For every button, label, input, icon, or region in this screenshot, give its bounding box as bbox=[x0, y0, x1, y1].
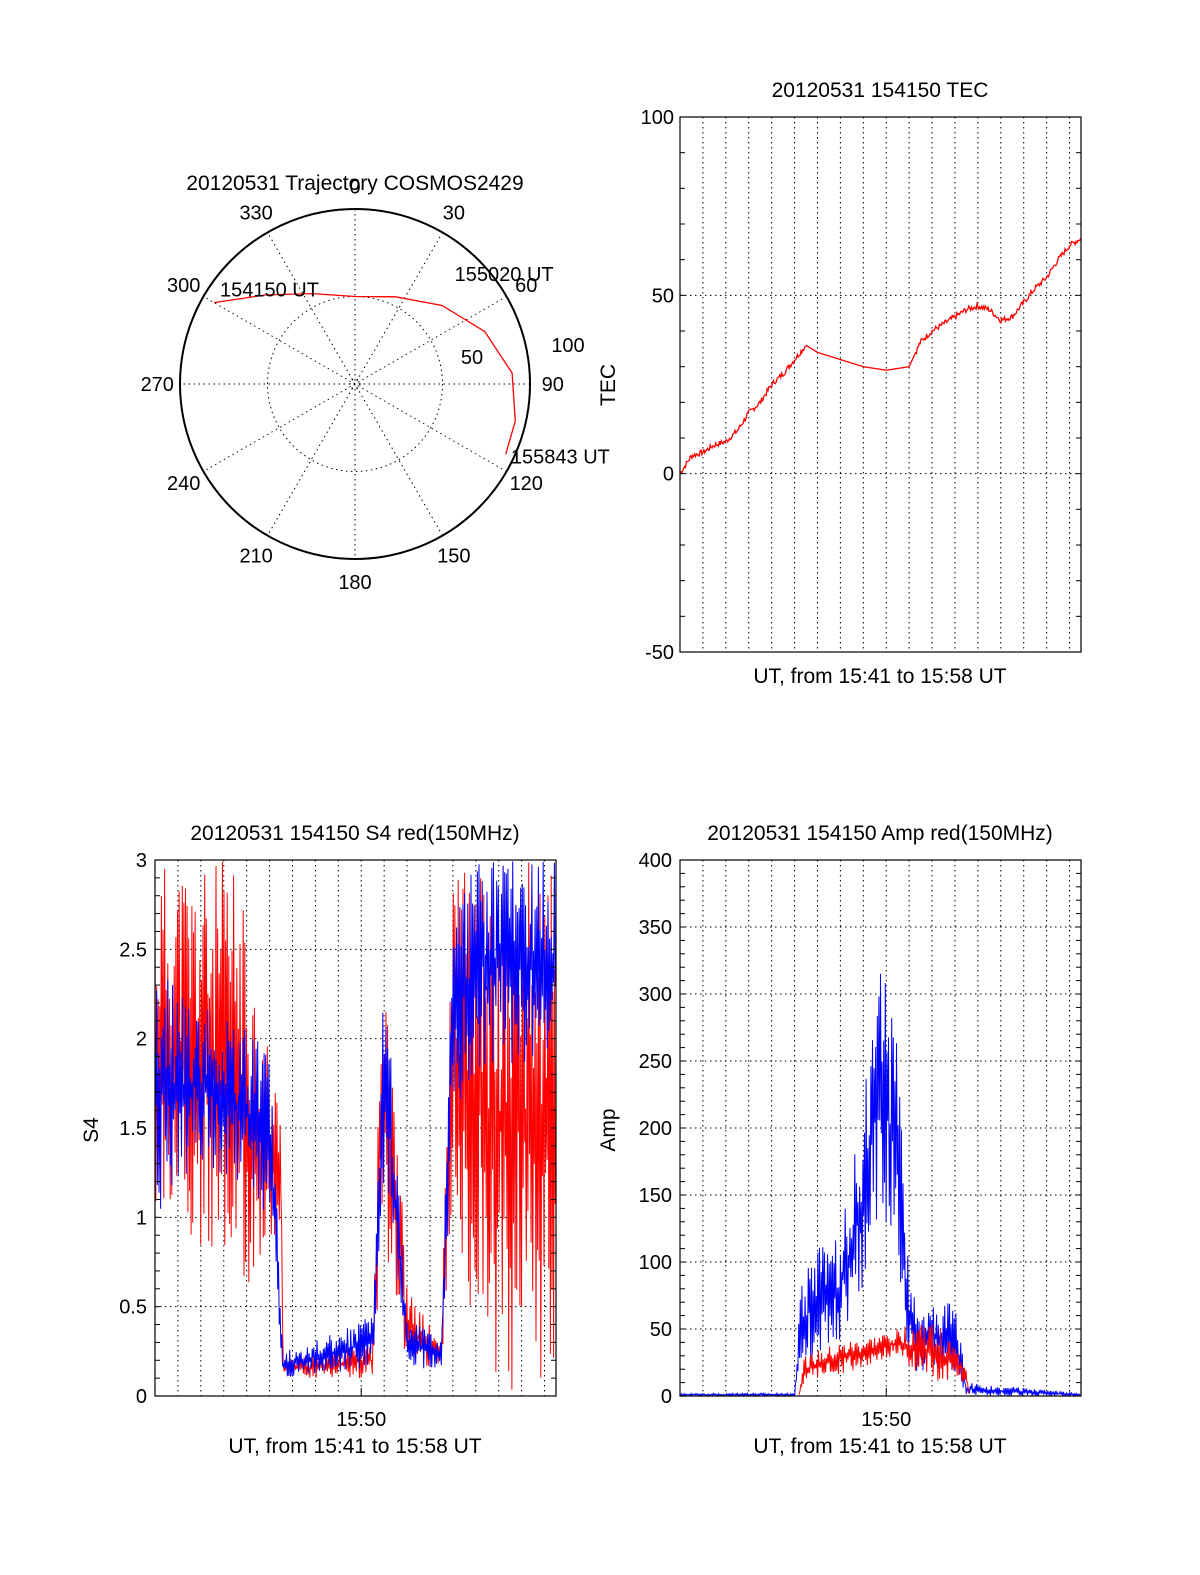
azimuth-label: 180 bbox=[338, 572, 371, 594]
amp-title: 20120531 154150 Amp red(150MHz) bbox=[707, 822, 1053, 845]
s4-ytick-label: 2.5 bbox=[119, 939, 147, 961]
trajectory-time-label: 155020 UT bbox=[455, 264, 554, 286]
azimuth-label: 90 bbox=[542, 374, 564, 396]
amp-ytick-label: 50 bbox=[650, 1319, 672, 1341]
trajectory-polar-panel: 20120531 Trajectory COSMOS2429 0 30 60 90 12… bbox=[141, 172, 610, 594]
amp-series-line bbox=[798, 1324, 969, 1395]
s4-ytick-label: 2 bbox=[136, 1029, 147, 1051]
amp-ytick-label: 100 bbox=[639, 1252, 672, 1274]
s4-title: 20120531 154150 S4 red(150MHz) bbox=[190, 822, 519, 845]
amp-series-line bbox=[679, 973, 1081, 1398]
tec-series-line bbox=[679, 238, 1082, 475]
tec-title: 20120531 154150 TEC bbox=[772, 79, 989, 102]
azimuth-label: 60 bbox=[515, 275, 537, 297]
tec-ytick-label: 0 bbox=[663, 464, 674, 486]
azimuth-label: 30 bbox=[443, 203, 465, 225]
amp-ytick-label: 350 bbox=[639, 917, 672, 939]
elevation-ring-label: 100 bbox=[551, 335, 584, 357]
amp-ytick-label: 0 bbox=[661, 1386, 672, 1408]
s4-ytick-label: 3 bbox=[136, 850, 147, 872]
s4-ytick-label: 0 bbox=[136, 1386, 147, 1408]
amp-ytick-label: 200 bbox=[639, 1118, 672, 1140]
amp-ylabel: Amp bbox=[597, 1108, 620, 1151]
azimuth-label: 270 bbox=[141, 374, 174, 396]
tec-panel: 20120531 154150 TEC -50 0 50 100 UT, from 1… bbox=[597, 79, 1082, 688]
azimuth-label: 300 bbox=[167, 275, 200, 297]
s4-ylabel: S4 bbox=[80, 1117, 103, 1143]
tec-xlabel: UT, from 15:41 to 15:58 UT bbox=[753, 665, 1006, 688]
tec-ytick-label: 100 bbox=[641, 107, 674, 129]
azimuth-label: 150 bbox=[437, 545, 470, 567]
amp-ytick-label: 400 bbox=[639, 850, 672, 872]
azimuth-label: 330 bbox=[239, 203, 272, 225]
s4-xtick-label: 15:50 bbox=[336, 1409, 386, 1431]
azimuth-label: 120 bbox=[510, 473, 543, 495]
trajectory-time-label: 155843 UT bbox=[511, 446, 610, 468]
amp-ytick-label: 300 bbox=[639, 984, 672, 1006]
s4-ytick-label: 1 bbox=[136, 1207, 147, 1229]
trajectory-time-label: 154150 UT bbox=[220, 279, 319, 301]
amp-xtick-label: 15:50 bbox=[861, 1409, 911, 1431]
azimuth-label: 210 bbox=[239, 545, 272, 567]
s4-ytick-label: 0.5 bbox=[119, 1297, 147, 1319]
s4-series-line bbox=[154, 861, 556, 1377]
azimuth-label: 240 bbox=[167, 473, 200, 495]
tec-ylabel: TEC bbox=[597, 364, 620, 406]
s4-xlabel: UT, from 15:41 to 15:58 UT bbox=[228, 1435, 481, 1458]
amp-xlabel: UT, from 15:41 to 15:58 UT bbox=[753, 1435, 1006, 1458]
azimuth-label: 0 bbox=[349, 176, 360, 198]
s4-ytick-label: 1.5 bbox=[119, 1118, 147, 1140]
amp-panel: 20120531 154150 Amp red(150MHz) 0 50 100 15… bbox=[597, 822, 1082, 1458]
amp-ytick-label: 150 bbox=[639, 1185, 672, 1207]
polar-spoke bbox=[267, 232, 443, 536]
trajectory-line bbox=[214, 292, 516, 455]
amp-ytick-label: 250 bbox=[639, 1051, 672, 1073]
tec-ytick-label: -50 bbox=[645, 642, 674, 664]
tec-ytick-label: 50 bbox=[652, 285, 674, 307]
elevation-ring-label: 50 bbox=[461, 347, 483, 369]
s4-panel: 20120531 154150 S4 red(150MHz) 0 0.5 1 1.5 2… bbox=[80, 822, 557, 1458]
polar-ring-50 bbox=[267, 296, 443, 472]
trajectory-title: 20120531 Trajectory COSMOS2429 bbox=[186, 172, 523, 195]
tec-plot-frame bbox=[679, 116, 1082, 653]
